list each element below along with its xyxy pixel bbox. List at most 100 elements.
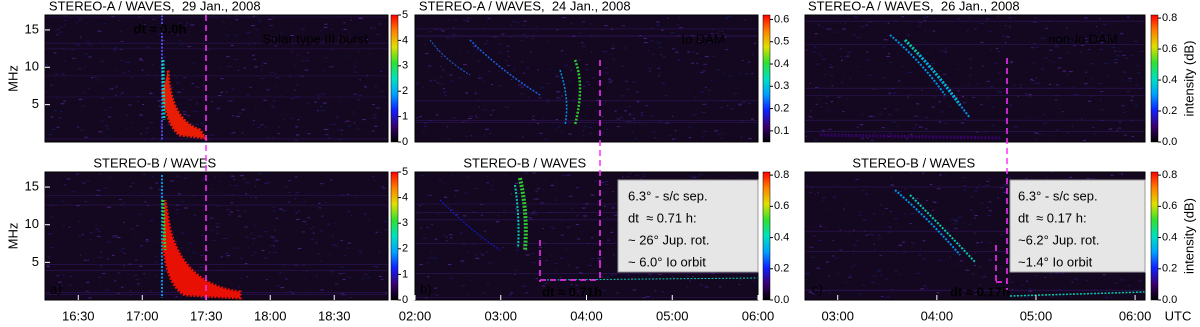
- y-axis-label: MHz: [5, 65, 20, 92]
- colorbar-tick-label: 0.2: [1162, 105, 1177, 117]
- y-tick-label: 5: [32, 254, 39, 269]
- annotation: dt ≈ 0.71h: [542, 284, 602, 299]
- x-tick-label: 06:00: [1119, 308, 1152, 323]
- colorbar: [390, 14, 399, 143]
- y-axis-label: MHz: [5, 223, 20, 250]
- colorbar-tick-label: 4: [402, 192, 408, 204]
- colorbar-tick-label: 0.0: [1162, 136, 1177, 148]
- colorbar-tick-label: 0.6: [774, 13, 789, 25]
- y-tick-label: 10: [25, 216, 39, 231]
- colorbar-tick-label: 1: [402, 268, 408, 280]
- annotation: b): [420, 281, 432, 296]
- annotation: Solar type III burst: [262, 31, 368, 46]
- colorbar-tick-label: 0.8: [774, 169, 789, 181]
- y-tick-label: 5: [32, 96, 39, 111]
- colorbar-tick-label: 0.8: [1162, 169, 1177, 181]
- colorbar-tick-label: 0.4: [1162, 74, 1177, 86]
- panel: [44, 171, 399, 301]
- delay-marker: [995, 245, 1007, 285]
- plot-background: [45, 172, 388, 300]
- annotation: dt ≈ 0.71 h:: [628, 210, 697, 225]
- colorbar: [1150, 14, 1159, 143]
- colorbar-tick-label: 0.6: [1162, 43, 1177, 55]
- x-tick-label: 03:00: [484, 308, 517, 323]
- colorbar: [762, 171, 771, 301]
- delay-marker: [539, 240, 601, 282]
- x-tick-label: 03:00: [821, 308, 854, 323]
- info-box: [617, 179, 759, 273]
- annotation: dt ≈ 0.17h: [950, 284, 1010, 299]
- x-axis-label: UTC: [1165, 308, 1192, 323]
- colorbar: [762, 14, 771, 143]
- colorbar-tick-label: 0: [402, 136, 408, 148]
- plot-frame: [44, 171, 389, 301]
- x-tick-label: 18:30: [318, 308, 351, 323]
- x-tick-label: 17:00: [126, 308, 159, 323]
- x-tick-label: 04:00: [570, 308, 603, 323]
- x-tick-label: 17:30: [190, 308, 223, 323]
- y-tick-label: 15: [25, 21, 39, 36]
- colorbar-tick-label: 0.6: [774, 200, 789, 212]
- y-tick-label: 15: [25, 178, 39, 193]
- y-tick-label: 10: [25, 59, 39, 74]
- x-tick-label: 18:00: [254, 308, 287, 323]
- panel: [804, 171, 1159, 301]
- colorbar: [1150, 171, 1159, 301]
- panel-title: STEREO-A / WAVES, 24 Jan., 2008: [419, 0, 631, 13]
- colorbar-tick-label: 0: [402, 294, 408, 306]
- annotation: ~ 26° Jup. rot.: [628, 232, 709, 247]
- colorbar-tick-label: 0.0: [1162, 294, 1177, 306]
- colorbar-tick-label: 0.1: [774, 125, 789, 137]
- plot-frame: [414, 14, 759, 143]
- x-tick-label: 04:00: [921, 308, 954, 323]
- annotation: ~ 6.0° Io orbit: [628, 254, 706, 269]
- annotation: dt ≈ 0.0h: [134, 21, 187, 36]
- panel: [44, 14, 399, 143]
- x-tick-label: 02:00: [399, 308, 432, 323]
- annotation: c): [812, 281, 823, 296]
- colorbar-tick-label: 0.2: [774, 102, 789, 114]
- colorbar: [390, 171, 399, 301]
- panel-title: STEREO-A / WAVES, 26 Jan., 2008: [808, 0, 1020, 13]
- x-tick-label: 05:00: [656, 308, 689, 323]
- colorbar-tick-label: 0.2: [774, 263, 789, 275]
- plot-frame: [804, 14, 1146, 143]
- x-tick-label: 06:00: [742, 308, 775, 323]
- colorbar-tick-label: 4: [402, 34, 408, 46]
- colorbar-tick-label: 5: [402, 9, 408, 21]
- plot-background: [415, 15, 758, 142]
- annotation: ~1.4° Io orbit: [1018, 254, 1093, 269]
- plot-background: [805, 15, 1145, 142]
- panel: [414, 14, 771, 143]
- annotation: non-Io DAM: [1048, 31, 1117, 46]
- colorbar-tick-label: 0.6: [1162, 200, 1177, 212]
- colorbar-label: intensity (dB): [1181, 198, 1196, 274]
- colorbar-label: intensity (dB): [1181, 41, 1196, 117]
- colorbar-tick-label: 0.2: [1162, 263, 1177, 275]
- panel-title: STEREO-B / WAVES: [93, 155, 216, 170]
- colorbar-tick-label: 0.4: [774, 58, 789, 70]
- panel: [414, 171, 771, 301]
- annotation: 6.3° - s/c sep.: [628, 188, 708, 203]
- colorbar-tick-label: 0.8: [1162, 12, 1177, 24]
- panel-title: STEREO-B / WAVES: [852, 155, 975, 170]
- colorbar-tick-label: 3: [402, 60, 408, 72]
- annotation: a): [50, 281, 62, 296]
- annotation: ~6.2° Jup. rot.: [1018, 232, 1099, 247]
- annotation: 6.3° - s/c sep.: [1018, 188, 1098, 203]
- panel: [804, 14, 1159, 143]
- colorbar-tick-label: 3: [402, 217, 408, 229]
- info-box: [1009, 179, 1146, 273]
- plot-frame: [44, 14, 389, 143]
- colorbar-tick-label: 0.4: [774, 231, 789, 243]
- panel-title: STEREO-A / WAVES, 29 Jan., 2008: [49, 0, 261, 13]
- colorbar-tick-label: 5: [402, 166, 408, 178]
- colorbar-tick-label: 0.4: [1162, 231, 1177, 243]
- colorbar-tick-label: 0.3: [774, 80, 789, 92]
- colorbar-tick-label: 0.0: [774, 294, 789, 306]
- annotation: dt ≈ 0.17 h:: [1018, 210, 1087, 225]
- panel-title: STEREO-B / WAVES: [463, 155, 586, 170]
- colorbar-tick-label: 2: [402, 85, 408, 97]
- x-tick-label: 05:00: [1020, 308, 1053, 323]
